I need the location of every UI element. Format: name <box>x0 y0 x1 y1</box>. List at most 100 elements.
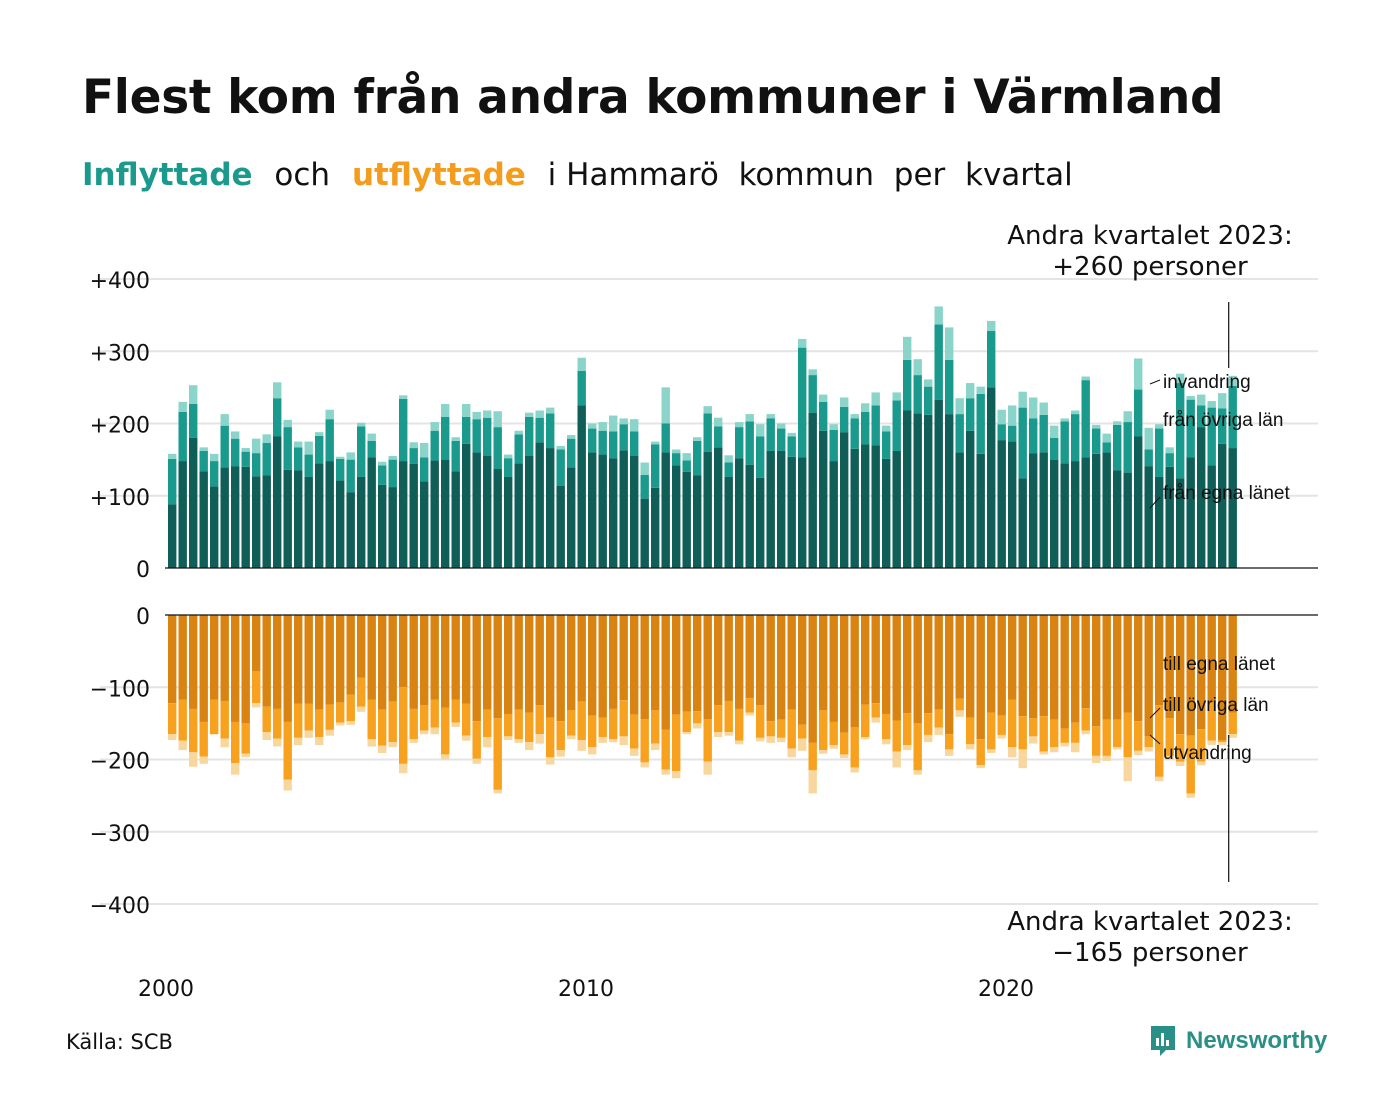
inflow-bar-segment <box>304 441 313 455</box>
inflow-bar-segment <box>798 347 807 458</box>
inflow-bar-segment <box>1113 421 1122 425</box>
inflow-bar-segment <box>903 359 912 411</box>
inflow-bar-segment <box>577 370 586 406</box>
inflow-bar-segment <box>241 448 250 452</box>
inflow-bar-segment <box>483 417 492 457</box>
series-label-invandring: invandring <box>1163 372 1251 393</box>
inflow-bar-segment <box>829 461 838 568</box>
outflow-bar-segment <box>1207 615 1216 703</box>
outflow-bar-segment <box>472 721 481 759</box>
outflow-bar-segment <box>672 771 681 779</box>
inflow-bar-segment <box>1071 414 1080 462</box>
inflow-bar-segment <box>840 406 849 433</box>
inflow-bar-segment <box>441 459 450 568</box>
inflow-bar-segment <box>955 414 964 453</box>
inflow-bar-segment <box>577 357 586 371</box>
outflow-bar-segment <box>945 615 954 735</box>
outflow-bar-segment <box>1218 742 1227 746</box>
outflow-bar-segment <box>1186 735 1195 794</box>
outflow-bar-segment <box>567 735 576 740</box>
inflow-bar-segment <box>1081 376 1090 381</box>
outflow-bar-segment <box>808 742 817 771</box>
outflow-bar-segment <box>1218 615 1227 740</box>
inflow-bar-segment <box>1018 478 1027 568</box>
inflow-bar-segment <box>409 448 418 464</box>
inflow-bar-segment <box>598 454 607 568</box>
outflow-bar-segment <box>462 703 471 736</box>
outflow-bar-segment <box>210 699 219 735</box>
outflow-bar-segment <box>178 740 187 751</box>
inflow-bar-segment <box>336 480 345 568</box>
outflow-bar-segment <box>325 704 334 730</box>
inflow-bar-segment <box>220 425 229 468</box>
outflow-bar-segment <box>913 723 922 771</box>
outflow-bar-segment <box>840 615 849 733</box>
outflow-bar-segment <box>735 615 744 709</box>
inflow-bar-segment <box>1123 411 1132 423</box>
outflow-bar-segment <box>273 615 282 709</box>
inflow-bar-segment <box>1029 453 1038 568</box>
outflow-bar-segment <box>535 734 544 744</box>
inflow-bar-segment <box>892 400 901 451</box>
outflow-bar-segment <box>441 707 450 755</box>
inflow-bar-segment <box>430 430 439 461</box>
inflow-bar-segment <box>934 324 943 400</box>
inflow-bar-segment <box>210 486 219 568</box>
inflow-bar-segment <box>955 452 964 568</box>
outflow-bar-segment <box>546 615 555 718</box>
inflow-bar-segment <box>787 432 796 437</box>
outflow-bar-segment <box>1018 615 1027 717</box>
outflow-bar-segment <box>294 703 303 738</box>
inflow-bar-segment <box>220 414 229 426</box>
inflow-bar-segment <box>1144 449 1153 467</box>
outflow-bar-segment <box>1176 734 1185 762</box>
inflow-bar-segment <box>651 487 660 568</box>
leader-line <box>1149 734 1161 745</box>
inflow-bar-segment <box>441 416 450 460</box>
inflow-bar-segment <box>997 424 1006 441</box>
outflow-bar-segment <box>819 615 828 711</box>
inflow-bar-segment <box>189 437 198 568</box>
subtitle-inflyttade: Inflyttade <box>82 157 253 193</box>
outflow-bar-segment <box>336 702 345 723</box>
inflow-bar-segment <box>1050 459 1059 568</box>
inflow-bar-segment <box>892 450 901 568</box>
outflow-bar-segment <box>945 749 954 756</box>
outflow-bar-segment <box>724 732 733 736</box>
inflow-bar-segment <box>777 450 786 568</box>
outflow-bar-segment <box>1039 615 1048 717</box>
inflow-bar-segment <box>756 436 765 478</box>
inflow-bar-segment <box>661 452 670 568</box>
outflow-bar-segment <box>871 717 880 723</box>
outflow-bar-segment <box>1050 615 1059 720</box>
inflow-bar-segment <box>430 460 439 568</box>
y-tick-label: −200 <box>90 750 150 775</box>
inflow-bar-segment <box>903 410 912 568</box>
inflow-bar-segment <box>661 387 670 424</box>
outflow-bar-segment <box>850 767 859 773</box>
inflow-bar-segment <box>168 453 177 459</box>
outflow-bar-segment <box>546 757 555 765</box>
outflow-bar-segment <box>1081 708 1090 731</box>
outflow-bar-segment <box>735 708 744 741</box>
inflow-bar-segment <box>346 492 355 568</box>
outflow-bar-segment <box>1092 755 1101 764</box>
inflow-bar-segment <box>745 414 754 422</box>
outflow-bar-segment <box>535 615 544 706</box>
inflow-bar-segment <box>493 469 502 568</box>
outflow-bar-segment <box>619 700 628 737</box>
outflow-bar-segment <box>399 763 408 774</box>
outflow-bar-segment <box>168 703 177 735</box>
inflow-bar-segment <box>1008 405 1017 426</box>
outflow-bar-segment <box>955 615 964 699</box>
x-tick-label: 2010 <box>558 977 614 1002</box>
outflow-bar-segment <box>220 615 229 701</box>
outflow-bar-segment <box>976 765 985 769</box>
inflow-bar-segment <box>472 452 481 568</box>
inflow-bar-segment <box>850 448 859 568</box>
leader-line <box>1149 707 1161 719</box>
outflow-bar-segment <box>483 709 492 738</box>
inflow-bar-segment <box>1123 472 1132 568</box>
inflow-bar-segment <box>798 338 807 348</box>
